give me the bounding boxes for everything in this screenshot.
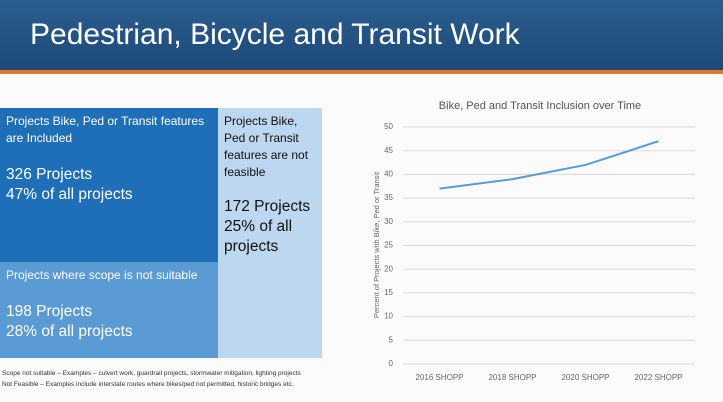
- y-tick-label: 5: [389, 335, 394, 344]
- header: Pedestrian, Bicycle and Transit Work: [0, 0, 723, 70]
- slide-title: Pedestrian, Bicycle and Transit Work: [30, 18, 520, 51]
- footnote: Scope not suitable – Examples – culvert …: [2, 370, 301, 377]
- y-tick-label: 10: [384, 312, 393, 321]
- panel-share: 28% of all projects: [6, 323, 133, 340]
- panel-label: Projects Bike, Ped or Transit features a…: [224, 114, 309, 179]
- x-tick-label: 2022 SHOPP: [634, 373, 682, 382]
- panel-count: 172 Projects: [224, 198, 311, 215]
- y-tick-label: 35: [384, 193, 393, 202]
- panel-included: Projects Bike, Ped or Transit features a…: [0, 108, 218, 262]
- panel-not-suitable: Projects where scope is not suitable 198…: [0, 262, 218, 358]
- x-tick-label: 2016 SHOPP: [415, 373, 463, 382]
- y-tick-label: 30: [384, 217, 393, 226]
- y-tick-label: 25: [384, 241, 393, 250]
- y-tick-label: 45: [384, 146, 393, 155]
- y-tick-label: 0: [389, 359, 394, 368]
- data-line: [439, 140, 659, 190]
- y-tick-label: 40: [384, 170, 393, 179]
- y-tick-label: 15: [384, 288, 393, 297]
- y-tick-label: 20: [384, 264, 393, 273]
- panel-count: 326 Projects: [6, 166, 93, 183]
- line-chart: Bike, Ped and Transit Inclusion over Tim…: [372, 100, 695, 382]
- y-tick-label: 50: [384, 122, 393, 131]
- x-tick-label: 2020 SHOPP: [561, 373, 609, 382]
- panel-label: Projects Bike, Ped or Transit features a…: [6, 114, 205, 145]
- header-rule: [0, 70, 723, 74]
- panel-not-feasible: Projects Bike, Ped or Transit features a…: [218, 108, 322, 358]
- panel-count: 198 Projects: [6, 303, 93, 320]
- panel-share: 47% of all projects: [6, 186, 133, 203]
- y-axis-label: Percent of Projects with Bike, Ped or Tr…: [372, 171, 381, 318]
- chart-title: Bike, Ped and Transit Inclusion over Tim…: [439, 100, 641, 112]
- panel-label: Projects where scope is not suitable: [6, 268, 198, 282]
- footnote: Not Feasible – Examples include intersta…: [2, 381, 294, 388]
- x-tick-label: 2018 SHOPP: [488, 373, 536, 382]
- panel-share: 25% of all projects: [224, 218, 293, 255]
